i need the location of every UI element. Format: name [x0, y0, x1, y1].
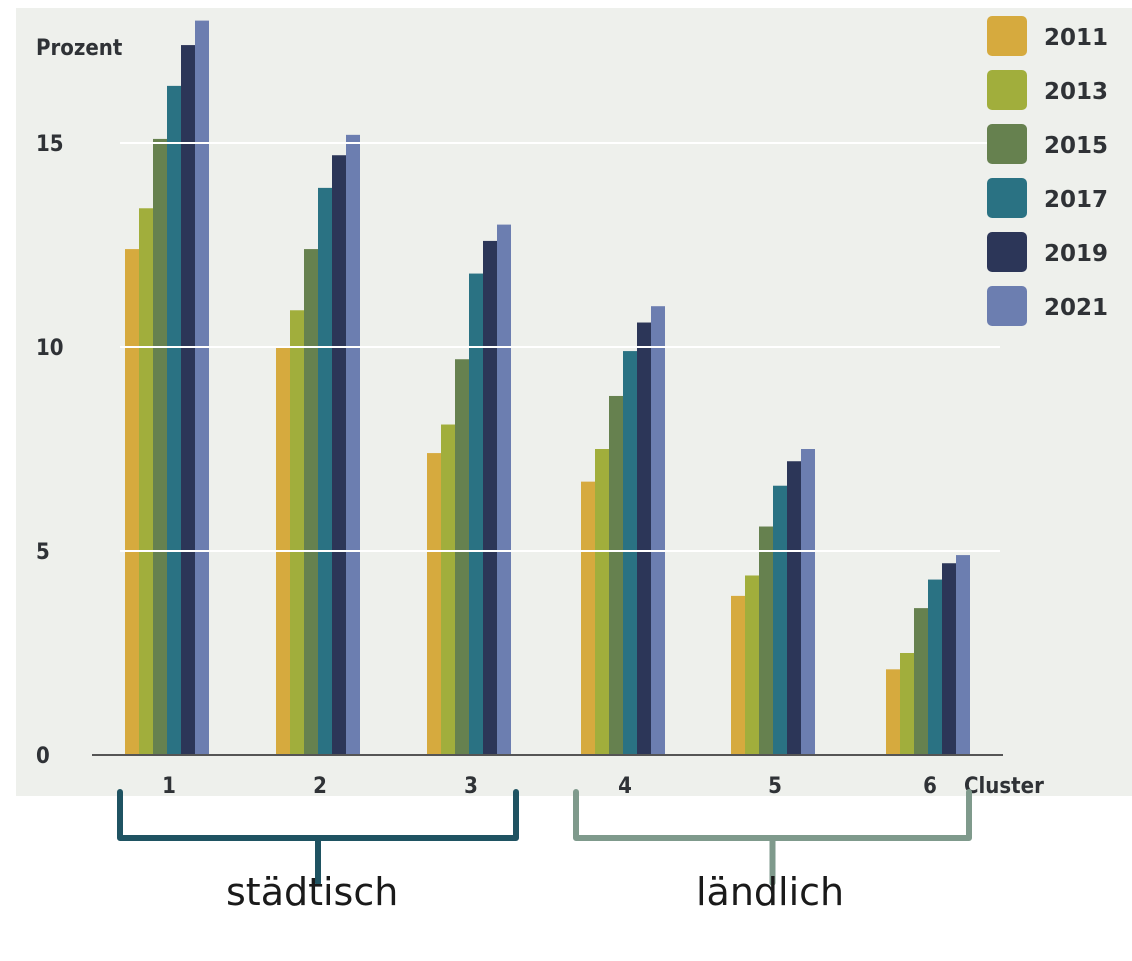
legend-label-2011: 2011: [1044, 25, 1108, 51]
bar-cluster-5-2011: [731, 595, 745, 755]
bar-cluster-6-2011: [886, 669, 900, 755]
x-tick-label-2: 2: [313, 774, 327, 799]
bar-cluster-6-2019: [942, 563, 956, 755]
bar-cluster-4-2017: [623, 351, 637, 755]
legend-label-2013: 2013: [1044, 79, 1108, 105]
legend-swatch-2021: [987, 286, 1027, 326]
bar-cluster-3-2017: [469, 273, 483, 755]
bar-cluster-4-2011: [581, 481, 595, 755]
bar-cluster-2-2021: [346, 134, 360, 756]
legend-swatch-2013: [987, 70, 1027, 110]
legend-swatch-2019: [987, 232, 1027, 272]
axes: 0 5 10 15 1 2 3 4 5 6: [36, 132, 1003, 799]
bar-cluster-3-2021: [497, 224, 511, 756]
legend-swatch-2011: [987, 16, 1027, 56]
x-tick-label-5: 5: [768, 774, 782, 799]
bar-cluster-4-2013: [595, 449, 609, 755]
bar-cluster-3-2013: [441, 424, 455, 755]
y-axis-label: Prozent: [36, 36, 123, 61]
bar-cluster-1-2017: [167, 85, 181, 755]
bar-cluster-6-2013: [900, 653, 914, 755]
bar-cluster-4-2015: [609, 395, 623, 755]
x-axis-label: Cluster: [964, 774, 1044, 799]
group-brackets: [117, 789, 972, 886]
legend-label-2019: 2019: [1044, 241, 1108, 267]
bar-cluster-5-2015: [759, 526, 773, 755]
legend-swatch-2015: [987, 124, 1027, 164]
bar-cluster-4-2019: [637, 322, 651, 755]
bar-cluster-1-2015: [153, 138, 167, 756]
y-tick-label-15: 15: [36, 132, 64, 157]
group-label-rural: ländlich: [696, 870, 845, 914]
x-tick-label-3: 3: [464, 774, 478, 799]
bar-cluster-5-2017: [773, 485, 787, 755]
bar-cluster-2-2013: [290, 310, 304, 755]
bracket-rural: [573, 789, 972, 886]
legend-swatch-2017: [987, 178, 1027, 218]
legend-label-2015: 2015: [1044, 133, 1108, 159]
bar-cluster-5-2013: [745, 575, 759, 755]
bar-cluster-2-2019: [332, 155, 346, 756]
bar-cluster-1-2021: [195, 20, 209, 756]
bar-cluster-3-2015: [455, 359, 469, 755]
y-tick-label-0: 0: [36, 744, 50, 769]
legend: 2011 2013 2015 2017 2019 2021: [987, 16, 1108, 326]
bar-cluster-5-2019: [787, 461, 801, 755]
legend-label-2021: 2021: [1044, 295, 1108, 321]
bar-cluster-3-2011: [427, 453, 441, 755]
group-label-urban: städtisch: [226, 870, 399, 914]
bar-cluster-1-2011: [125, 249, 139, 755]
legend-label-2017: 2017: [1044, 187, 1108, 213]
x-tick-label-6: 6: [923, 774, 937, 799]
gridlines: [120, 142, 1000, 552]
bar-cluster-1-2019: [181, 45, 195, 755]
bars-layer: [125, 20, 970, 756]
y-tick-label-5: 5: [36, 540, 50, 565]
y-tick-label-10: 10: [36, 336, 64, 361]
bar-cluster-3-2019: [483, 240, 497, 756]
bar-cluster-6-2021: [956, 555, 970, 755]
bar-cluster-2-2017: [318, 187, 332, 755]
bar-cluster-2-2015: [304, 249, 318, 755]
bar-cluster-1-2013: [139, 208, 153, 755]
bar-cluster-4-2021: [651, 306, 665, 755]
bar-cluster-6-2017: [928, 579, 942, 755]
bar-cluster-5-2021: [801, 449, 815, 755]
x-tick-label-4: 4: [618, 774, 632, 799]
bracket-urban: [117, 789, 519, 886]
x-tick-label-1: 1: [162, 774, 176, 799]
bar-cluster-6-2015: [914, 608, 928, 755]
